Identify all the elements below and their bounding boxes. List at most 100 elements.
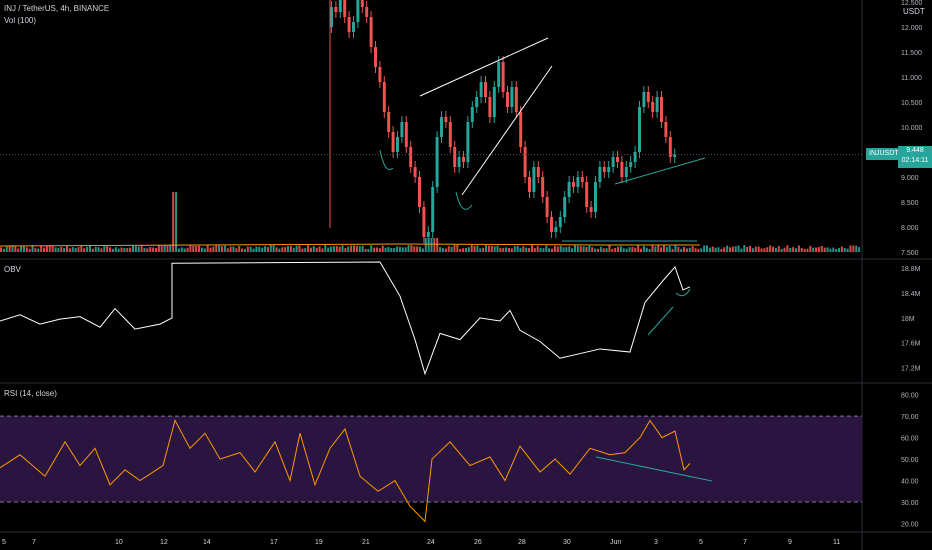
date-tick: 30: [563, 539, 571, 546]
candle: [400, 122, 403, 137]
obv-line: [0, 262, 690, 374]
volume-bar: [568, 246, 570, 252]
candle: [532, 167, 535, 192]
volume-bar: [100, 248, 102, 252]
candle: [356, 0, 359, 22]
volume-bar: [198, 246, 200, 252]
volume-bar: [752, 248, 754, 252]
volume-bar: [680, 249, 682, 252]
volume-bar: [359, 246, 361, 252]
volume-bar: [746, 247, 748, 252]
candle: [466, 122, 469, 162]
volume-bar: [442, 248, 444, 252]
volume-bar: [175, 192, 177, 252]
volume-bar: [390, 248, 392, 252]
candle: [458, 157, 461, 167]
volume-bar: [149, 247, 151, 252]
volume-bar: [525, 248, 527, 252]
volume-bar: [118, 249, 120, 252]
curve-mark: [380, 150, 393, 170]
candle: [440, 117, 443, 137]
volume-bar: [387, 247, 389, 252]
volume-bar: [123, 248, 125, 252]
candle: [497, 62, 500, 87]
volume-bar: [494, 246, 496, 252]
volume-bar: [218, 246, 220, 252]
rsi-tick: 60.00: [901, 436, 919, 443]
volume-bar: [26, 247, 28, 252]
volume-bar: [832, 248, 834, 252]
date-tick: 24: [427, 539, 435, 546]
volume-bar: [235, 248, 237, 252]
obv-tick: 18.4M: [901, 291, 921, 298]
volume-bar: [324, 245, 326, 252]
volume-bar: [663, 245, 665, 252]
volume-bar: [718, 247, 720, 252]
volume-bar: [855, 246, 857, 252]
volume-bar: [758, 247, 760, 252]
volume-bar: [852, 245, 854, 252]
volume-bar: [743, 245, 745, 252]
volume-bar: [571, 248, 573, 252]
candle: [471, 107, 474, 122]
volume-bar: [505, 247, 507, 252]
volume-bar: [313, 246, 315, 252]
volume-bar: [224, 246, 226, 252]
volume-bar: [608, 245, 610, 252]
obv-tick: 18.8M: [901, 266, 921, 273]
volume-bar: [301, 249, 303, 252]
date-tick: Jun: [610, 539, 621, 546]
volume-bar: [715, 248, 717, 252]
volume-bar: [695, 248, 697, 252]
candle: [427, 232, 430, 237]
volume-bar: [23, 245, 25, 252]
candle: [629, 162, 632, 167]
volume-bar: [255, 247, 257, 252]
volume-bar: [789, 248, 791, 252]
volume-bar: [482, 248, 484, 252]
volume-bar: [347, 247, 349, 252]
volume-bar: [540, 248, 542, 252]
volume-bar: [264, 246, 266, 252]
date-tick: 5: [2, 539, 6, 546]
candle: [524, 147, 527, 177]
volume-bar: [517, 246, 519, 252]
volume-bar: [835, 249, 837, 252]
volume-bar: [809, 246, 811, 252]
volume-bar: [327, 248, 329, 252]
volume-bar: [651, 246, 653, 252]
support-trendline: [615, 158, 705, 184]
volume-bar: [37, 249, 39, 252]
volume-bar: [422, 248, 424, 252]
candle: [594, 182, 597, 212]
price-tick: 12.500: [901, 0, 923, 7]
candle: [510, 87, 513, 107]
candle: [378, 67, 381, 82]
volume-ma-line: [0, 244, 700, 246]
volume-bar: [416, 246, 418, 252]
volume-bar: [795, 248, 797, 252]
date-tick: 3: [654, 539, 658, 546]
volume-bar: [402, 247, 404, 252]
volume-bar: [700, 248, 702, 252]
volume-bar: [631, 247, 633, 252]
volume-bar: [677, 247, 679, 252]
date-tick: 21: [362, 539, 370, 546]
candle: [444, 117, 447, 122]
volume-bar: [189, 246, 191, 252]
volume-bar: [319, 246, 321, 252]
date-tick: 11: [833, 539, 840, 546]
volume-bar: [138, 247, 140, 252]
price-tick: 9.000: [901, 175, 919, 182]
volume-bar: [709, 248, 711, 252]
volume-bar: [164, 245, 166, 252]
volume-bar: [554, 246, 556, 252]
volume-bar: [152, 247, 154, 252]
candle: [660, 97, 663, 122]
volume-bar: [126, 248, 128, 252]
volume-bar: [606, 248, 608, 252]
volume-bar: [637, 245, 639, 252]
candle: [664, 122, 667, 137]
volume-bar: [399, 247, 401, 252]
